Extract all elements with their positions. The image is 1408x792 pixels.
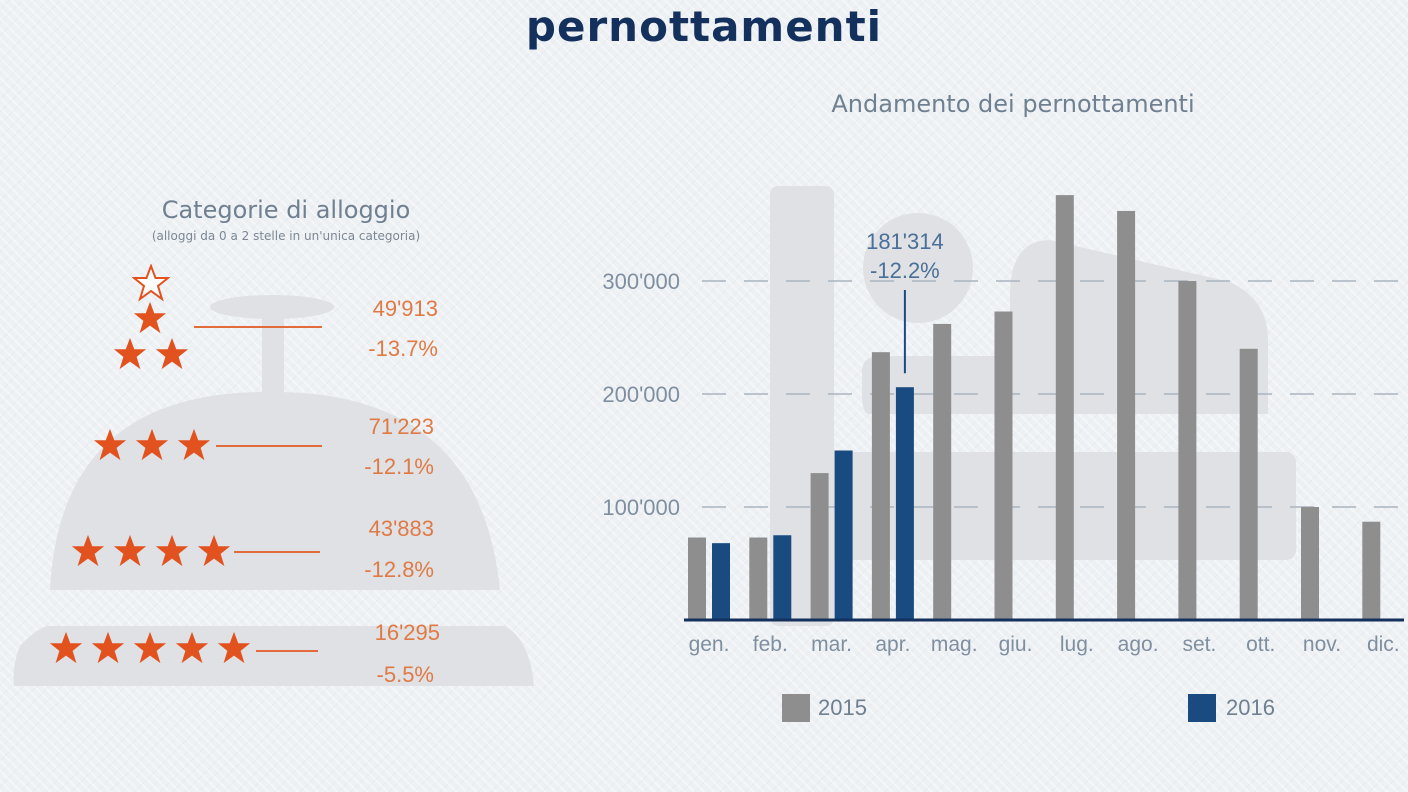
stat-change-3-stars: -12.1% [364,454,434,479]
bar-2015-lug [1055,195,1074,620]
bell-stem [262,315,284,400]
star-icon [155,534,189,567]
stat-value-3-stars: 71'223 [368,414,434,439]
bar-2015-dic [1362,521,1381,620]
legend-item-2016: 2016 [1188,694,1275,722]
connector-line [256,650,318,652]
star-rating-4 [70,533,232,569]
star-icon [133,301,167,334]
star-icon [175,631,209,664]
star-icon [133,631,167,664]
x-tick-label: dic. [1367,633,1400,656]
bar-2015-feb [749,537,768,620]
x-tick-label: ago. [1118,633,1159,656]
legend-label-2015: 2015 [818,695,867,720]
star-rating-3 [92,427,212,463]
bell-base [13,625,535,686]
accommodation-title: Categorie di alloggio [161,196,411,224]
x-tick-label: mag. [931,633,978,656]
star-rating-5 [48,630,252,666]
x-tick-label: apr. [875,633,910,656]
annotation-value: 181'314 [866,229,944,254]
star-rating-2 [112,336,190,372]
bar-2015-gen [688,537,706,620]
star-icon [113,534,147,567]
star-icon [113,337,147,370]
bar-2016-mar [834,450,853,620]
bar-2016-apr [895,387,914,620]
annotation-change: -12.2% [870,258,940,283]
legend-label-2016: 2016 [1226,695,1275,720]
accommodation-subtitle: (alloggi da 0 a 2 stelle in un'unica cat… [151,229,421,243]
x-tick-label: lug. [1060,633,1094,656]
bar-2015-ago [1117,210,1136,620]
bar-2015-ott [1239,348,1258,620]
star-icon [135,428,169,461]
chart-title: Andamento dei pernottamenti [831,90,1195,118]
x-tick-label: nov. [1303,633,1341,656]
bell-button [210,295,334,319]
stat-change-4-stars: -12.8% [364,557,434,582]
stat-value-4-stars: 43'883 [368,516,434,541]
y-tick-label: 200'000 [602,382,680,407]
legend-swatch-2016 [1188,694,1216,722]
bar-2015-giu [994,311,1013,620]
star-outline-icon [132,264,170,302]
star-icon [177,428,211,461]
x-tick-label: set. [1182,633,1216,656]
bar-2016-feb [773,535,792,620]
legend-item-2015: 2015 [782,694,867,722]
stat-change-0-2-stars: -13.7% [368,336,438,361]
connector-line [216,445,322,447]
page-title: pernottamenti [525,2,883,51]
star-icon [93,428,127,461]
bar-2016-gen [712,543,730,620]
stat-change-5-stars: -5.5% [376,662,434,687]
x-tick-label: gen. [689,633,730,656]
stat-value-0-2-stars: 49'913 [372,296,438,321]
bar-2015-mag [933,323,952,620]
star-icon [71,534,105,567]
y-tick-label: 100'000 [602,495,680,520]
star-icon [197,534,231,567]
legend-swatch-2015 [782,694,810,722]
connector-line [194,326,322,328]
bar-2015-mar [810,473,829,620]
x-tick-label: ott. [1246,633,1275,656]
bar-2015-nov [1301,507,1319,620]
star-icon [91,631,125,664]
stat-value-5-stars: 16'295 [374,620,440,645]
connector-line [234,551,320,553]
x-tick-label: feb. [753,633,788,656]
x-tick-label: mar. [811,633,852,656]
star-icon [155,337,189,370]
bar-2015-set [1178,281,1197,620]
y-tick-label: 300'000 [602,269,680,294]
bar-2015-apr [871,352,890,620]
x-tick-label: giu. [999,633,1033,656]
star-icon [49,631,83,664]
star-rating-1 [132,300,168,336]
star-icon [217,631,251,664]
